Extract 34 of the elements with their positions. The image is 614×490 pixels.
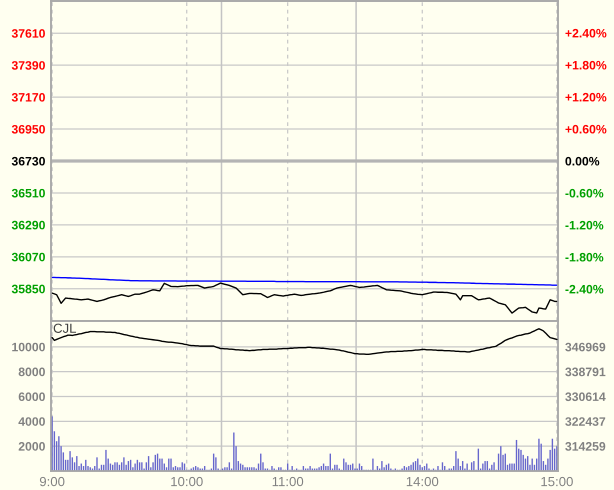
y2-tick-label: 0.00% [565, 156, 600, 166]
y2-tick-label: +1.80% [565, 60, 606, 70]
y2-tick-label: 314259 [565, 442, 606, 451]
y-tick-label: 36510 [12, 188, 45, 198]
y-tick-label: 36070 [12, 252, 45, 262]
y2-tick-label: +2.40% [565, 28, 606, 38]
y2-tick-label: -1.80% [565, 252, 604, 262]
y-tick-label: 36730 [12, 156, 45, 166]
y2-tick-label: +0.60% [565, 124, 606, 134]
x-tick-label: 11:00 [272, 476, 304, 486]
y-tick-label: 6000 [18, 392, 45, 402]
y2-tick-label: +1.20% [565, 92, 606, 102]
y2-tick-label: -0.60% [565, 188, 604, 198]
y-tick-label: 8000 [18, 368, 45, 376]
x-tick-label: 10:00 [171, 476, 203, 486]
x-tick-label: 9:00 [40, 476, 64, 486]
y2-tick-label: 322437 [565, 417, 606, 426]
y-tick-label: 37390 [12, 61, 45, 70]
y-tick-label: 37610 [12, 29, 45, 38]
y-tick-label: 35850 [12, 284, 45, 294]
y-tick-label: 10000 [12, 342, 45, 352]
y2-tick-label: 330614 [565, 392, 606, 402]
y2-tick-label: -2.40% [565, 284, 604, 294]
annotation: CJL [54, 324, 76, 333]
y2-tick-label: 338791 [565, 368, 606, 376]
y2-tick-label: 346969 [565, 342, 606, 352]
y2-tick-label: -1.20% [565, 220, 604, 230]
y-tick-label: 37170 [12, 93, 45, 102]
y-tick-label: 4000 [18, 417, 45, 426]
y-tick-label: 36950 [12, 124, 45, 134]
x-tick-label: 15:00 [541, 476, 573, 486]
y-tick-label: 2000 [18, 442, 45, 451]
x-tick-label: 14:00 [406, 476, 438, 486]
y-tick-label: 36290 [12, 220, 45, 230]
